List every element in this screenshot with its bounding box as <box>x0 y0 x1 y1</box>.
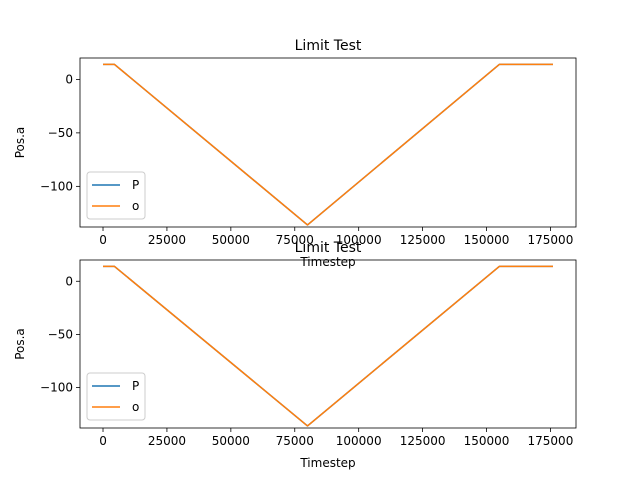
y-axis-label: Pos.a <box>13 127 27 159</box>
y-tick-label: −50 <box>48 327 73 341</box>
legend: Po <box>86 171 146 220</box>
x-tick-label: 0 <box>99 233 107 247</box>
legend: Po <box>86 372 146 421</box>
subplot-2: 0 25000 50000 75000 100000 125000 150000 175000… <box>13 240 577 470</box>
legend-box <box>86 372 146 421</box>
x-tick-label: 25000 <box>148 434 186 448</box>
x-tick-label: 100000 <box>336 434 382 448</box>
chart-title: Limit Test <box>295 38 362 54</box>
x-tick-label: 175000 <box>528 233 574 247</box>
legend-label-o: o <box>132 199 139 213</box>
subplot-1: 0 25000 50000 75000 100000 125000 150000 175000… <box>13 38 577 269</box>
x-tick-label: 0 <box>99 434 107 448</box>
axes-frame <box>79 57 577 228</box>
x-tick-label: 75000 <box>276 233 314 247</box>
legend-label-o: o <box>132 400 139 414</box>
y-tick-label: −100 <box>40 381 73 395</box>
y-tick-label: 0 <box>65 274 73 288</box>
x-tick-label: 125000 <box>400 233 446 247</box>
x-tick-label: 75000 <box>276 434 314 448</box>
series-line-P <box>103 265 553 427</box>
x-tick-label: 100000 <box>336 233 382 247</box>
legend-label-P: P <box>132 379 139 393</box>
x-tick-label: 125000 <box>400 434 446 448</box>
chart-title: Limit Test <box>295 240 362 256</box>
y-axis-label: Pos.a <box>13 328 27 360</box>
x-tick-label: 150000 <box>464 233 510 247</box>
x-tick-label: 50000 <box>212 233 250 247</box>
x-tick-label: 25000 <box>148 233 186 247</box>
series-line-P <box>103 63 553 226</box>
x-axis-label: Timestep <box>299 456 355 470</box>
axes-frame <box>79 259 577 429</box>
x-tick-label: 50000 <box>212 434 250 448</box>
x-tick-label: 175000 <box>528 434 574 448</box>
x-axis-label: Timestep <box>299 255 355 269</box>
legend-box <box>86 171 146 220</box>
y-tick-label: −50 <box>48 126 73 140</box>
y-tick-label: −100 <box>40 179 73 193</box>
y-tick-label: 0 <box>65 72 73 86</box>
legend-label-P: P <box>132 178 139 192</box>
series-line-o <box>103 63 553 226</box>
x-tick-label: 150000 <box>464 434 510 448</box>
series-line-o <box>103 265 553 427</box>
